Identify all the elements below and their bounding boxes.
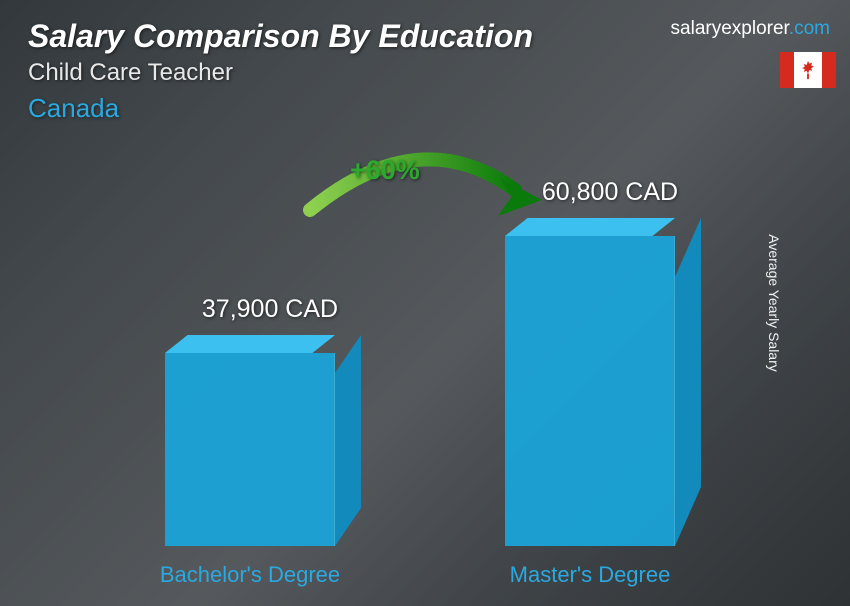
flag-band-right — [822, 52, 836, 88]
maple-leaf-icon — [797, 59, 819, 81]
canada-flag-icon — [780, 52, 836, 88]
bar-chart: 37,900 CAD 60,800 CAD — [80, 146, 760, 546]
x-axis-labels: Bachelor's Degree Master's Degree — [80, 562, 760, 588]
bar-front-face — [165, 353, 335, 546]
country-label: Canada — [28, 93, 822, 124]
brand-name: salaryexplorer — [671, 18, 789, 39]
bar-value-master: 60,800 CAD — [495, 178, 725, 207]
bar-master — [505, 236, 675, 546]
bar-bachelor — [165, 353, 335, 546]
flag-center — [794, 52, 822, 88]
brand-logo: salaryexplorer.com — [671, 18, 830, 40]
bar-group-master: 60,800 CAD — [505, 236, 675, 546]
bar-front-face — [505, 236, 675, 546]
percent-increase-label: +60% — [350, 155, 420, 186]
bar-side-face — [335, 335, 361, 546]
subtitle: Child Care Teacher — [28, 59, 822, 87]
xlabel-bachelor: Bachelor's Degree — [140, 562, 360, 588]
brand-suffix: .com — [789, 18, 830, 39]
bar-group-bachelor: 37,900 CAD — [165, 353, 335, 546]
bar-side-face — [675, 218, 701, 546]
infographic-container: Salary Comparison By Education Child Car… — [0, 0, 850, 606]
flag-band-left — [780, 52, 794, 88]
xlabel-master: Master's Degree — [480, 562, 700, 588]
y-axis-label: Average Yearly Salary — [765, 234, 781, 372]
bar-value-bachelor: 37,900 CAD — [155, 295, 385, 324]
bar-top-face — [165, 335, 335, 353]
bar-top-face — [505, 218, 675, 236]
